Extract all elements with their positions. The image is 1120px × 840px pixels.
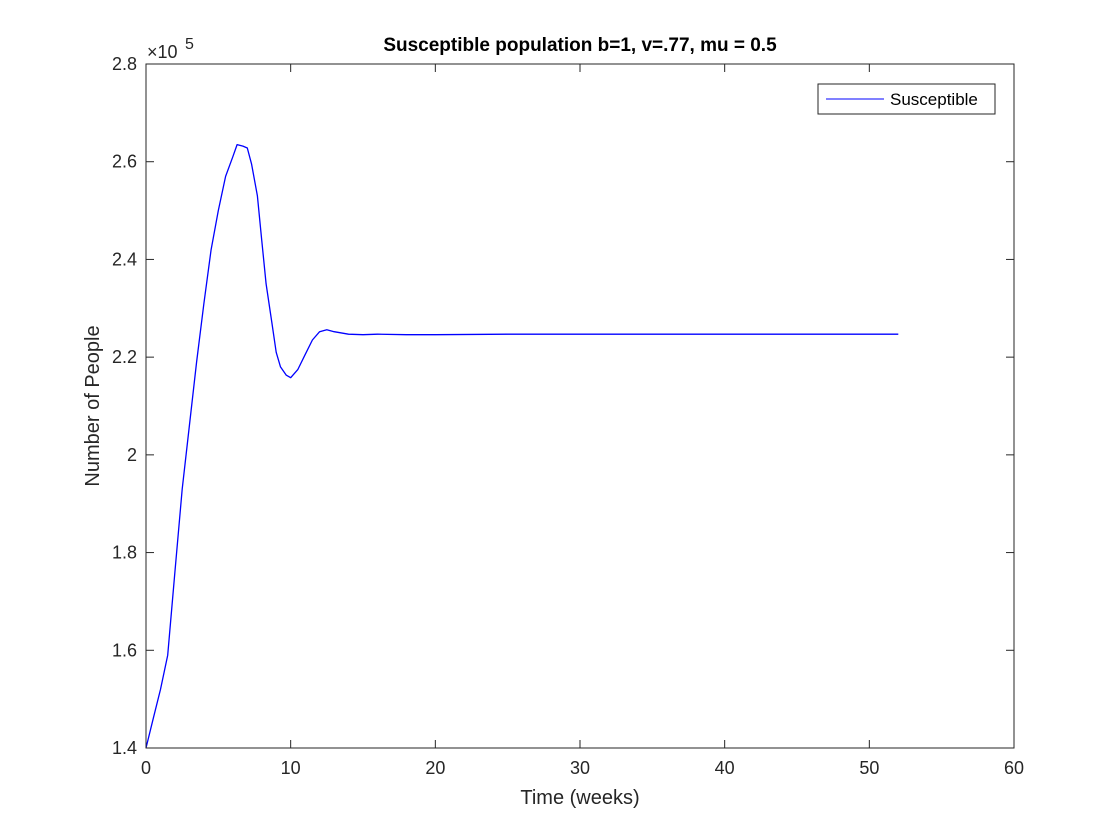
- x-tick-label: 10: [281, 758, 301, 778]
- x-tick-label: 30: [570, 758, 590, 778]
- y-tick-label: 1.4: [112, 738, 137, 758]
- x-axis-label: Time (weeks): [520, 787, 639, 809]
- y-tick-label: 2.8: [112, 54, 137, 74]
- legend: Susceptible: [817, 83, 996, 115]
- axes-box: [145, 63, 1015, 749]
- x-tick-label: 40: [715, 758, 735, 778]
- y-tick-label: 2.4: [112, 249, 137, 269]
- data-layer: [145, 143, 899, 749]
- y-tick-label: 2.6: [112, 152, 137, 172]
- plot-area: 0 10 20 30 40 50 60 1.4 1.6 1.8 2 2.2 2.4 2.6 2.8: [112, 54, 1024, 778]
- chart-title: Susceptible population b=1, v=.77, mu = …: [383, 35, 777, 56]
- y-tick-label: 1.6: [112, 640, 137, 660]
- y-multiplier-label: ×10: [147, 42, 178, 62]
- y-multiplier-exponent: 5: [185, 36, 194, 53]
- ticks-layer: 0 10 20 30 40 50 60 1.4 1.6 1.8 2 2.2 2.4 2.6 2.8: [112, 54, 1024, 778]
- y-tick-label: 2.2: [112, 347, 137, 367]
- x-tick-label: 20: [425, 758, 445, 778]
- y-axis-label: Number of People: [82, 325, 104, 486]
- x-tick-label: 0: [141, 758, 151, 778]
- legend-label: Susceptible: [890, 90, 978, 109]
- x-tick-label: 50: [859, 758, 879, 778]
- x-tick-label: 60: [1004, 758, 1024, 778]
- y-axis-exponent: ×10 5: [147, 36, 194, 62]
- y-tick-label: 1.8: [112, 543, 137, 563]
- series-line-susceptible: [145, 143, 899, 749]
- y-tick-label: 2: [127, 445, 137, 465]
